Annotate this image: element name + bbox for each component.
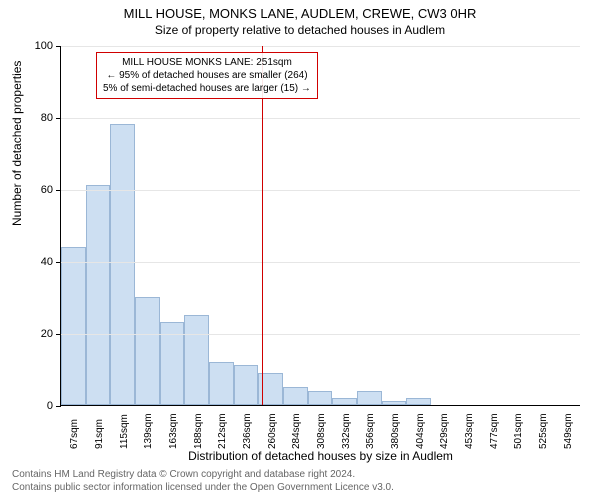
annotation-line: MILL HOUSE MONKS LANE: 251sqm	[103, 56, 311, 69]
histogram-bar	[283, 387, 308, 405]
y-tick-label: 20	[21, 328, 53, 340]
footer: Contains HM Land Registry data © Crown c…	[12, 468, 394, 494]
grid-line	[61, 46, 580, 47]
chart-title-2: Size of property relative to detached ho…	[0, 21, 600, 37]
histogram-bar	[406, 398, 431, 405]
y-tick-label: 80	[21, 112, 53, 124]
grid-line	[61, 334, 580, 335]
annotation-line: ← 95% of detached houses are smaller (26…	[103, 69, 311, 82]
x-tick-label: 429sqm	[439, 413, 450, 449]
x-tick-label: 91sqm	[94, 419, 105, 449]
grid-line	[61, 190, 580, 191]
x-tick-label: 453sqm	[464, 413, 475, 449]
histogram-bar	[382, 401, 407, 405]
x-tick-label: 115sqm	[119, 414, 130, 449]
x-tick-label: 139sqm	[143, 413, 154, 449]
grid-line	[61, 118, 580, 119]
bars-group	[61, 46, 580, 405]
y-tick-label: 40	[21, 256, 53, 268]
grid-line	[61, 262, 580, 263]
y-tick	[56, 46, 61, 47]
x-tick-label: 356sqm	[365, 413, 376, 449]
footer-line-2: Contains public sector information licen…	[12, 481, 394, 494]
annotation-line: 5% of semi-detached houses are larger (1…	[103, 82, 311, 95]
x-tick-label: 477sqm	[489, 413, 500, 449]
reference-line	[262, 46, 263, 405]
y-tick	[56, 262, 61, 263]
annotation-box: MILL HOUSE MONKS LANE: 251sqm← 95% of de…	[96, 52, 318, 99]
x-tick-label: 284sqm	[291, 413, 302, 449]
y-tick-label: 60	[21, 184, 53, 196]
y-tick-label: 100	[21, 40, 53, 52]
y-tick	[56, 406, 61, 407]
x-tick-label: 163sqm	[168, 413, 179, 449]
x-tick-label: 525sqm	[538, 413, 549, 449]
x-tick-label: 332sqm	[341, 413, 352, 449]
y-tick	[56, 118, 61, 119]
x-tick-label: 236sqm	[242, 413, 253, 449]
histogram-bar	[86, 185, 111, 405]
histogram-bar	[110, 124, 135, 405]
x-tick-label: 67sqm	[69, 419, 80, 449]
histogram-bar	[357, 391, 382, 405]
histogram-bar	[184, 315, 209, 405]
x-tick-label: 501sqm	[513, 413, 524, 449]
x-tick-label: 260sqm	[267, 413, 278, 449]
x-tick-label: 188sqm	[193, 413, 204, 449]
x-tick-label: 308sqm	[316, 413, 327, 449]
y-tick	[56, 334, 61, 335]
histogram-bar	[61, 247, 86, 405]
footer-line-1: Contains HM Land Registry data © Crown c…	[12, 468, 394, 481]
x-tick-label: 404sqm	[415, 413, 426, 449]
chart-title-1: MILL HOUSE, MONKS LANE, AUDLEM, CREWE, C…	[0, 0, 600, 21]
x-axis-label: Distribution of detached houses by size …	[61, 449, 580, 463]
y-tick-label: 0	[21, 400, 53, 412]
histogram-bar	[308, 391, 333, 405]
histogram-bar	[332, 398, 357, 405]
histogram-bar	[135, 297, 160, 405]
x-tick-label: 549sqm	[563, 413, 574, 449]
chart-container: MILL HOUSE, MONKS LANE, AUDLEM, CREWE, C…	[0, 0, 600, 500]
x-tick-label: 212sqm	[217, 413, 228, 449]
y-tick	[56, 190, 61, 191]
plot-area: Distribution of detached houses by size …	[60, 46, 580, 406]
x-tick-label: 380sqm	[390, 413, 401, 449]
histogram-bar	[234, 365, 259, 405]
histogram-bar	[209, 362, 234, 405]
y-axis-label: Number of detached properties	[10, 61, 24, 226]
